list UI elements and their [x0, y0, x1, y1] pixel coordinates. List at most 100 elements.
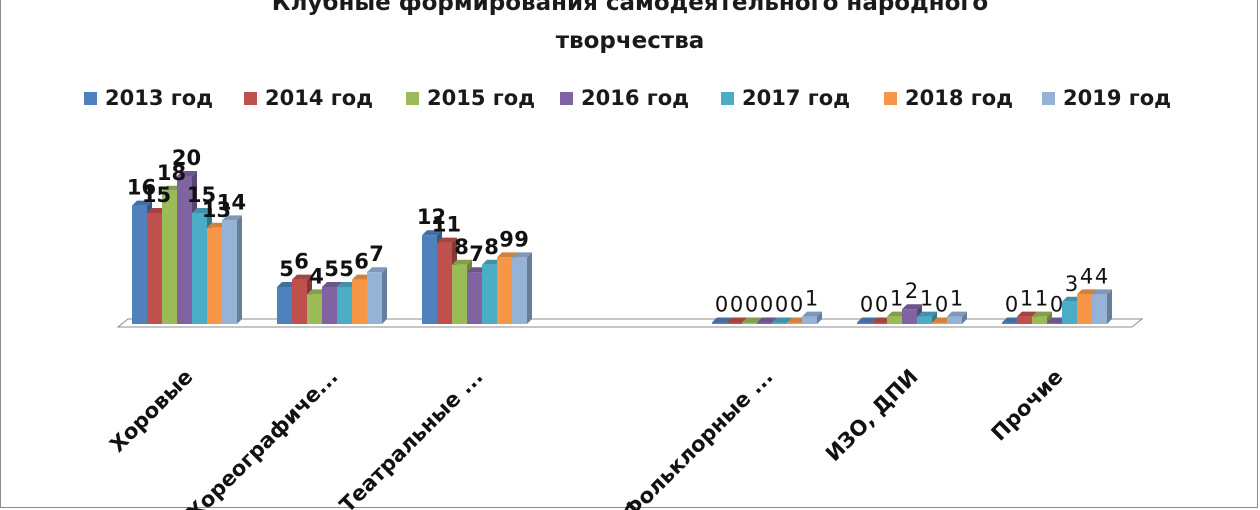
data-label: 14 — [217, 190, 246, 214]
legend-label: 2019 год — [1063, 86, 1172, 110]
bar-side — [237, 215, 242, 324]
bar-front — [872, 322, 887, 324]
chart-title: Клубные формирования самодеятельного нар… — [0, 0, 1260, 60]
bar-top — [1032, 311, 1052, 317]
bar-front — [712, 322, 727, 324]
bar-top — [132, 200, 152, 206]
bar — [367, 267, 387, 324]
data-label: 0 — [730, 293, 743, 317]
bar-front — [177, 176, 192, 324]
data-label: 15 — [142, 183, 171, 207]
bar-front — [787, 322, 802, 324]
bar-front — [1077, 294, 1092, 324]
bar-front — [132, 205, 147, 324]
category-label: Фольклорные ... — [618, 365, 778, 510]
data-label: 6 — [354, 250, 369, 274]
data-label: 4 — [309, 264, 324, 288]
data-label: 13 — [202, 198, 231, 222]
chart-title-line-2: творчества — [555, 28, 705, 54]
category-label: ИЗО, ДПИ — [821, 365, 922, 466]
bar-side — [962, 311, 967, 324]
data-label: 20 — [172, 146, 201, 170]
bar-top — [322, 282, 342, 287]
bar-side — [1107, 289, 1112, 324]
data-label: 0 — [760, 293, 773, 317]
data-label: 1 — [1035, 287, 1048, 311]
chart-floor — [116, 318, 1144, 328]
bar-top — [422, 230, 442, 236]
data-label: 0 — [775, 293, 788, 317]
bar-front — [512, 257, 527, 324]
bar — [222, 215, 242, 324]
bar-side — [817, 311, 822, 324]
bar-front — [322, 287, 337, 324]
bar-front — [902, 309, 917, 324]
bar-side — [382, 267, 387, 324]
bar-front — [307, 294, 322, 324]
category-label: Хоровые — [105, 365, 197, 457]
bar-front — [1032, 316, 1047, 324]
bar-front — [277, 287, 292, 324]
bar-side — [527, 252, 532, 324]
bar-top — [1077, 289, 1097, 295]
bar-top — [712, 317, 732, 323]
bar — [917, 311, 937, 324]
bar-front — [1092, 294, 1107, 324]
bar-top — [177, 171, 197, 176]
legend-item: 2014 год — [244, 86, 373, 110]
chart-title-line-1: Клубные формирования самодеятельного нар… — [271, 0, 989, 16]
bar — [512, 252, 532, 324]
data-label: 0 — [715, 293, 728, 317]
bar-front — [947, 316, 962, 324]
category-label: Хореографиче... — [182, 365, 342, 510]
data-label: 0 — [745, 293, 758, 317]
category-label: Театральные ... — [335, 365, 488, 510]
bar-front — [352, 279, 367, 324]
bar-front — [367, 272, 382, 324]
data-label: 0 — [1005, 293, 1018, 317]
bar-front — [772, 322, 787, 324]
bar-front — [1002, 322, 1017, 324]
legend-swatch — [1042, 91, 1055, 105]
bar-top — [1017, 311, 1037, 317]
legend-label: 2015 год — [427, 86, 536, 110]
data-label: 1 — [1020, 287, 1033, 311]
bar-top — [222, 215, 242, 221]
data-label: 16 — [127, 176, 156, 200]
bar-front — [452, 264, 467, 324]
bar-front — [887, 316, 902, 324]
bar-top — [512, 252, 532, 258]
legend-label: 2013 год — [105, 86, 214, 110]
bar-front — [802, 316, 817, 324]
data-label: 5 — [279, 257, 294, 281]
bar-top — [742, 317, 762, 323]
bar-front — [917, 316, 932, 324]
bar-top — [292, 274, 312, 280]
data-label: 9 — [499, 227, 514, 251]
legend-item: 2018 год — [884, 86, 1013, 110]
data-label: 15 — [187, 183, 216, 207]
data-label: 0 — [875, 293, 888, 317]
bar-top — [772, 317, 792, 323]
category-label: Прочие — [987, 365, 1068, 446]
legend-label: 2018 год — [905, 86, 1014, 110]
legend-swatch — [560, 91, 573, 105]
bar-front — [192, 213, 207, 324]
legend-item: 2015 год — [406, 86, 535, 110]
bar-front — [1062, 301, 1077, 324]
bar-front — [162, 190, 177, 324]
data-label: 0 — [935, 293, 948, 317]
data-label: 7 — [469, 242, 484, 266]
bar — [947, 311, 967, 324]
legend-item: 2016 год — [560, 86, 689, 110]
bar-front — [437, 242, 452, 324]
data-label: 12 — [417, 205, 446, 229]
legend-label: 2014 год — [265, 86, 374, 110]
data-label: 3 — [1065, 272, 1078, 296]
bar-front — [147, 213, 162, 324]
bar-front — [857, 322, 872, 324]
legend-item: 2019 год — [1042, 86, 1171, 110]
bar-front — [1047, 322, 1062, 324]
